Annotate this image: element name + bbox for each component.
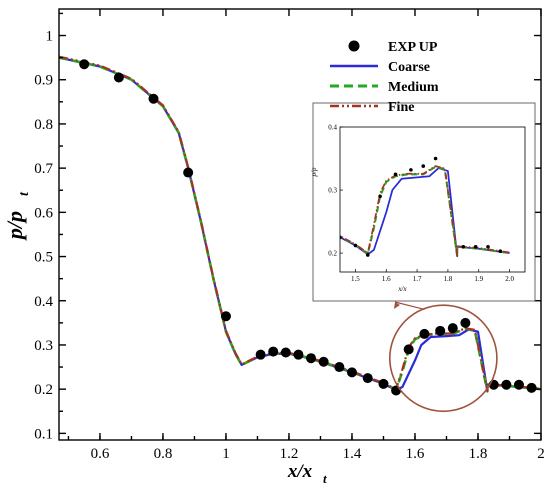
x-tick-label-5: 1.6 xyxy=(406,446,425,462)
y-tick-label-0: 0.1 xyxy=(34,426,53,442)
inset-exp-point-24 xyxy=(498,249,503,253)
x-tick-label-1: 0.8 xyxy=(154,446,173,462)
legend-label-exp-up: EXP UP xyxy=(388,40,438,55)
y-tick-label-5: 0.6 xyxy=(34,205,53,221)
exp-point-23 xyxy=(513,379,524,390)
exp-point-8 xyxy=(293,349,304,360)
x-tick-label-3: 1.2 xyxy=(280,446,299,462)
y-tick-label-8: 0.9 xyxy=(34,73,53,89)
inset-exp-point-22 xyxy=(473,244,478,249)
inset-exp-point-19 xyxy=(421,164,426,168)
exp-point-14 xyxy=(378,378,389,389)
x-tick-label-6: 1.8 xyxy=(469,446,488,462)
inset-y-tick-label-1: 0.3 xyxy=(328,187,337,195)
exp-point-20 xyxy=(460,317,471,328)
y-tick-label-2: 0.3 xyxy=(34,338,53,354)
inset-series-line-medium xyxy=(340,165,510,258)
exp-point-13 xyxy=(362,373,373,384)
inset-exp-point-20 xyxy=(433,156,438,161)
inset-frame xyxy=(339,126,526,273)
exp-point-7 xyxy=(280,347,291,358)
y-axis-label-subscript: t xyxy=(17,191,32,196)
exp-point-11 xyxy=(334,362,345,373)
legend-label-medium: Medium xyxy=(388,80,439,95)
y-tick-label-4: 0.5 xyxy=(34,250,53,266)
x-tick-label-0: 0.6 xyxy=(91,446,110,462)
exp-point-0 xyxy=(79,59,90,70)
y-tick-label-3: 0.4 xyxy=(34,294,53,310)
inset-exp-point-21 xyxy=(461,244,466,249)
exp-point-4 xyxy=(220,311,231,322)
exp-point-12 xyxy=(346,367,357,378)
inset-exp-point-13 xyxy=(340,235,342,240)
exp-point-1 xyxy=(113,72,124,83)
y-tick-label-6: 0.7 xyxy=(34,161,53,177)
zoom-connector xyxy=(394,301,425,311)
inset-x-tick-label-0: 1.5 xyxy=(351,275,360,283)
y-tick-label-7: 0.8 xyxy=(34,117,53,133)
exp-point-5 xyxy=(255,349,266,360)
x-tick-label-2: 1 xyxy=(222,446,230,462)
inset-series-line-coarse xyxy=(340,167,510,258)
inset-x-tick-label-3: 1.8 xyxy=(444,275,453,283)
inset-x-tick-label-5: 2.0 xyxy=(505,275,514,283)
x-axis-label-subscript: t xyxy=(323,471,327,486)
inset-x-tick-label-1: 1.6 xyxy=(382,275,391,283)
legend-label-coarse: Coarse xyxy=(388,60,430,75)
inset-exp-point-14 xyxy=(353,243,358,248)
x-tick-label-4: 1.4 xyxy=(343,446,362,462)
inset-y-tick-label-0: 0.2 xyxy=(328,250,337,258)
x-tick-label-7: 2 xyxy=(537,446,545,462)
exp-point-9 xyxy=(306,353,317,364)
zoom-ellipse xyxy=(388,304,498,413)
legend-marker-exp xyxy=(348,40,360,52)
inset-series xyxy=(340,156,510,258)
exp-point-17 xyxy=(419,328,430,339)
inset-x-tick-label-2: 1.7 xyxy=(413,275,422,283)
exp-point-2 xyxy=(148,93,159,104)
exp-point-15 xyxy=(391,385,402,396)
exp-point-19 xyxy=(447,323,458,334)
inset-exp-point-18 xyxy=(409,168,413,172)
inset-panel xyxy=(312,102,536,302)
plot-frame xyxy=(58,8,542,441)
x-axis-label: x/x xyxy=(287,461,313,482)
inset-exp-point-17 xyxy=(393,172,398,177)
exp-point-24 xyxy=(526,382,537,393)
exp-point-3 xyxy=(183,167,194,178)
inset-y-tick-label-2: 0.4 xyxy=(328,124,337,132)
exp-point-18 xyxy=(435,325,446,336)
inset-exp-point-15 xyxy=(365,253,370,257)
legend-label-fine: Fine xyxy=(388,100,414,115)
y-axis-label: p/p xyxy=(2,211,27,241)
y-tick-label-9: 1 xyxy=(46,29,54,45)
inset-exp-point-23 xyxy=(486,244,490,249)
y-tick-label-1: 0.2 xyxy=(34,382,53,398)
exp-point-16 xyxy=(403,344,414,355)
exp-point-22 xyxy=(501,379,512,390)
inset-x-tick-label-4: 1.9 xyxy=(474,275,483,283)
inset-y-axis-label: p/p xyxy=(310,167,318,177)
zoom-connector-arrowhead xyxy=(394,302,400,309)
exp-point-6 xyxy=(268,346,279,357)
inset-x-axis-label: x/x xyxy=(397,285,407,293)
exp-point-10 xyxy=(318,356,329,367)
inset-exp-point-16 xyxy=(378,194,382,199)
